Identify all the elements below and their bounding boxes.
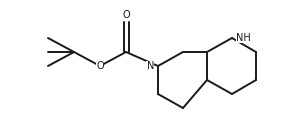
Text: O: O — [96, 61, 104, 71]
Text: N: N — [147, 61, 154, 71]
Text: NH: NH — [236, 33, 251, 43]
Text: O: O — [122, 10, 130, 20]
